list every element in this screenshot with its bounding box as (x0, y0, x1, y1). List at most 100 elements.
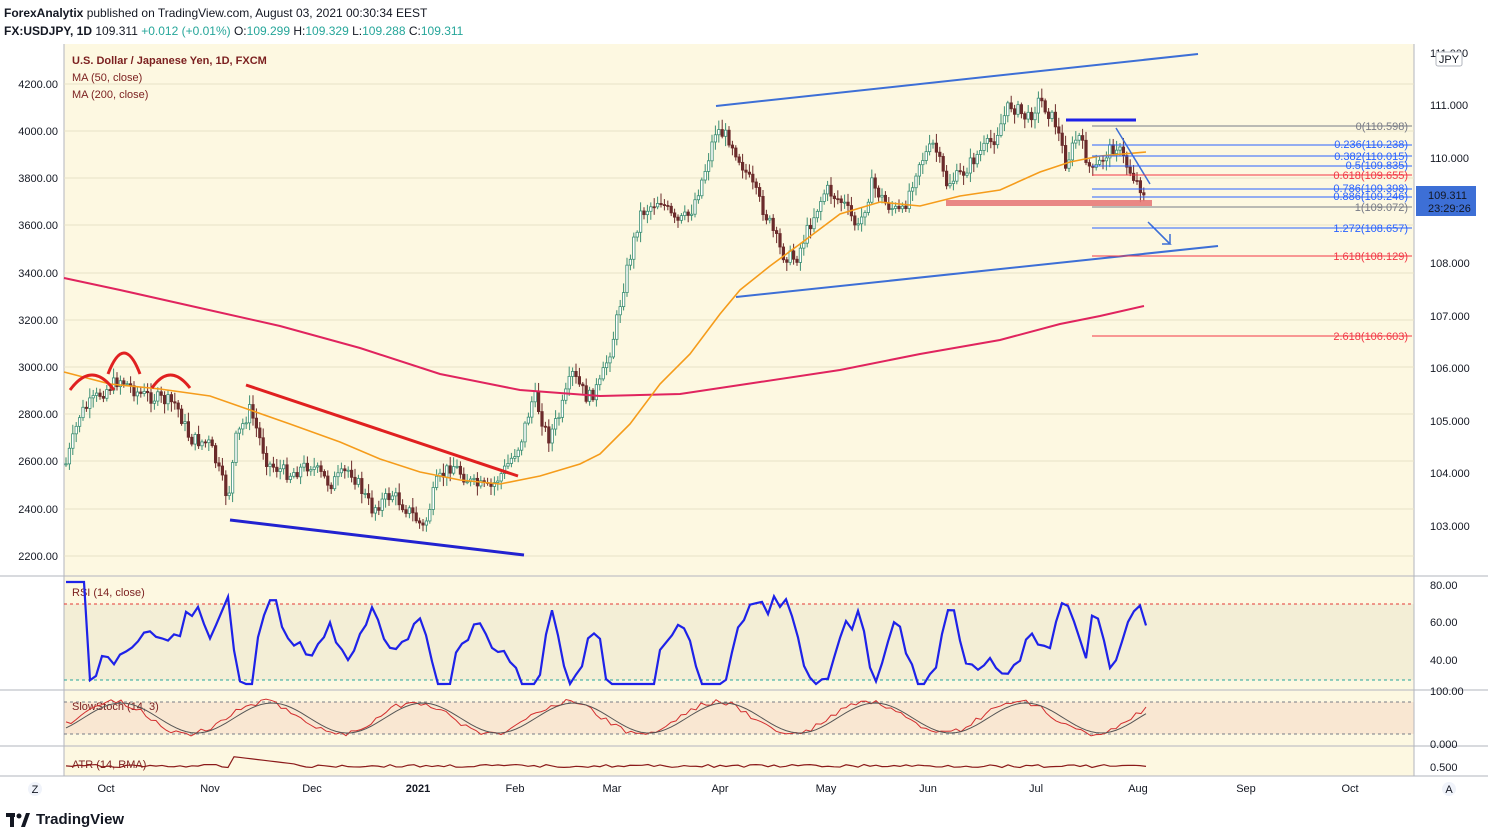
candle-body (183, 421, 187, 424)
candle-body (81, 406, 85, 419)
candle-body (237, 428, 241, 434)
candle-body (278, 468, 282, 472)
candle-body (162, 394, 167, 405)
candle-body (540, 411, 544, 427)
lower-channel-line[interactable] (735, 245, 1219, 298)
candle-body (890, 208, 894, 210)
stoch-tick: 0.000 (1430, 739, 1458, 751)
candle-body (1098, 159, 1102, 165)
candle-body (295, 472, 299, 478)
left-shoulder-arc[interactable] (68, 373, 116, 391)
candle-body (302, 462, 306, 468)
candle-body (275, 466, 279, 472)
last-price-badge-value: 109.311 (1428, 190, 1467, 202)
candle-body (397, 492, 401, 506)
candle-body (734, 147, 738, 158)
candle-body (703, 171, 707, 181)
fib-extension[interactable]: 0(110.598) 0.236(110.238) 0.382(110.015)… (1092, 121, 1412, 343)
publisher-name[interactable]: ForexAnalytix (4, 6, 84, 20)
falling-wedge-bottom[interactable] (229, 518, 525, 557)
candle-body (999, 123, 1003, 136)
candle-body (894, 205, 898, 209)
a-button[interactable] (1442, 782, 1456, 796)
candle-body (1053, 111, 1057, 128)
candle-body (775, 230, 779, 234)
a-button-label: A (1445, 784, 1453, 796)
candle-body (421, 522, 425, 526)
right-axis[interactable]: 111.000 111.000 110.000 108.000 107.000 … (1416, 48, 1476, 774)
candle-body (605, 362, 609, 369)
candle-body (686, 211, 690, 216)
candle-body (730, 144, 735, 149)
candle-body (1002, 115, 1007, 125)
candle-body (264, 452, 269, 467)
candle-body (537, 390, 541, 412)
candle-body (366, 493, 371, 499)
falling-wedge-top[interactable] (245, 383, 519, 478)
candle-body (618, 306, 622, 316)
candle-body (1132, 172, 1136, 181)
upper-channel-line[interactable] (715, 53, 1199, 107)
candle-body (336, 472, 340, 478)
candle-body (992, 141, 996, 146)
candle-body (571, 371, 575, 377)
right-shoulder-arc[interactable] (150, 373, 192, 389)
last-price: 109.311 (95, 24, 138, 38)
candle-body (1033, 112, 1037, 121)
left-tick: 2200.00 (18, 551, 58, 563)
candle-body (268, 463, 272, 467)
ma200-legend: MA (200, close) (72, 89, 148, 101)
fib-label-1272: 1.272(108.657) (1333, 223, 1408, 235)
right-tick: 105.000 (1430, 416, 1470, 428)
z-button[interactable] (28, 782, 42, 796)
candle-body (417, 520, 422, 524)
candle-body (938, 151, 942, 157)
symbol-label[interactable]: FX:USDJPY, 1D (4, 24, 93, 38)
candle-body (400, 504, 405, 511)
candle-body (455, 465, 459, 468)
candle-body (1064, 145, 1068, 169)
candle-body (781, 246, 786, 261)
support-zone[interactable] (946, 200, 1152, 206)
candle-body (1006, 102, 1010, 117)
candle-body (747, 171, 752, 175)
candle-body (234, 432, 238, 463)
tradingview-logo-icon (6, 812, 30, 827)
candle-body (608, 356, 612, 364)
ma50-legend: MA (50, close) (72, 72, 142, 84)
candle-body (863, 212, 867, 218)
candle-body (839, 198, 843, 203)
candle-body (370, 497, 374, 514)
atr-tick: 0.500 (1430, 762, 1458, 774)
currency-badge[interactable] (1435, 51, 1463, 67)
candle-body (1104, 157, 1108, 162)
candle-body (1142, 192, 1146, 196)
chart-header: ForexAnalytix published on TradingView.c… (4, 4, 463, 40)
x-axis[interactable]: Oct Nov Dec 2021 Feb Mar Apr May Jun Jul… (28, 782, 1456, 796)
stoch-d-line (65, 702, 1147, 734)
candle-body (343, 468, 347, 472)
currency-badge-text: JPY (1439, 54, 1460, 66)
price-pane-title: U.S. Dollar / Japanese Yen, 1D, FXCM (72, 55, 267, 67)
candle-body (737, 156, 741, 163)
candle-body (897, 205, 901, 210)
candle-body (815, 210, 820, 219)
candle-body (567, 375, 571, 390)
candle-body (1111, 144, 1115, 154)
candle-body (217, 462, 221, 467)
candle-body (118, 380, 122, 388)
chart-canvas[interactable]: 0(110.598) 0.236(110.238) 0.382(110.015)… (0, 44, 1488, 806)
fib-label-2618: 2.618(106.603) (1333, 331, 1408, 343)
candle-body (169, 394, 173, 403)
candle-body (809, 224, 813, 230)
candle-body (972, 157, 976, 165)
footer-brand[interactable]: TradingView (6, 811, 124, 828)
candle-body (142, 390, 146, 394)
candle-body (819, 201, 823, 212)
left-tick: 3400.00 (18, 268, 58, 280)
head-arc[interactable] (106, 351, 142, 375)
left-tick: 4000.00 (18, 126, 58, 138)
candle-body (955, 170, 959, 182)
candle-body (1050, 111, 1054, 119)
candle-body (152, 400, 156, 404)
